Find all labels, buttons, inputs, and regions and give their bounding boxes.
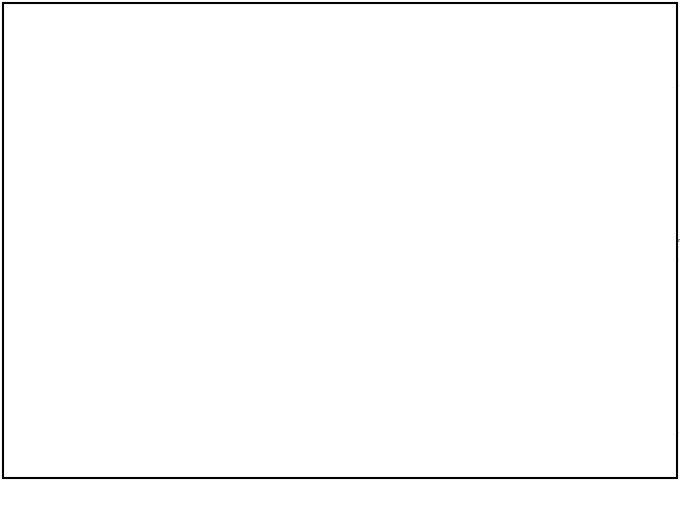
Text: Change
in inputs: Change in inputs [559,221,582,232]
Text: We developed a theoretical framework for
separating inputs and outputs, and appl: We developed a theoretical framework for… [22,286,275,408]
Text: $\tau_{l,0}$: $\tau_{l,0}$ [363,204,376,212]
Text: Live Pool Changes: Live Pool Changes [349,85,431,94]
Text: What processes most strongly govern terrestrial carbon
cycle feedbacks in Earth : What processes most strongly govern terr… [42,22,638,66]
Text: Better understand what processes
control terrestrial carbon cycle
feedbacks by s: Better understand what processes control… [22,124,218,205]
Text: Initial
soil
& litter
turnover
time: Initial soil & litter turnover time [519,221,542,249]
Text: C. D. Koven, J. O. Chambers, K. Georgiou, R. Knox, R. I. Negron-Juarez, W. J. Ri: C. D. Koven, J. O. Chambers, K. Georgiou… [154,440,628,474]
Text: Department of Energy  •  Office of Science  •  Biological and Environmental Rese: Department of Energy • Office of Science… [163,493,666,503]
FancyBboxPatch shape [84,434,596,476]
Text: Change
in NPP: Change in NPP [400,221,420,232]
Text: $\frac{\Delta f_{npp}}{f_{npp,0}}$: $\frac{\Delta f_{npp}}{f_{npp,0}}$ [403,204,417,221]
Text: Objective:: Objective: [22,101,93,114]
Text: Initial
NPP: Initial NPP [322,221,337,232]
Text: $\frac{\Delta\tau_d}{\tau_{d,0}}$: $\frac{\Delta\tau_d}{\tau_{d,0}}$ [605,204,617,218]
Text: $\frac{\Delta\tau_l}{\tau_{l,0}}$: $\frac{\Delta\tau_l}{\tau_{l,0}}$ [445,204,455,218]
Text: $\Delta\tau_d'$: $\Delta\tau_d'$ [644,204,658,216]
Y-axis label: Live C Change (Pg C): Live C Change (Pg C) [272,101,281,196]
Text: 1   BER Climate Research: 1 BER Climate Research [20,493,168,503]
Text: Dead Pool Changes: Dead Pool Changes [527,85,614,94]
Text: Initial
inputs: Initial inputs [482,221,498,232]
Text: $\tau_{d,0}$: $\tau_{d,0}$ [523,204,538,212]
Text: Reference:: Reference: [95,440,146,449]
Text: Impact:: Impact: [286,270,339,284]
Text: $f_{l\rightarrow d,0}$: $f_{l\rightarrow d,0}$ [480,204,500,214]
Text: Change
in soil
& litter
turnover
time: Change in soil & litter turnover time [600,221,622,249]
Text: Change in
turnover
time as
turnover corrected for
time  false priming: Change in turnover time as turnover corr… [622,221,680,249]
Text: Change
in veg
turnover
time: Change in veg turnover time [439,221,462,243]
Text: Fully-Coupled: Fully-Coupled [320,101,381,110]
Text: Research:: Research: [22,270,92,284]
Text: $f_{npp,0}$: $f_{npp,0}$ [320,204,339,215]
Text: $\frac{\Delta f_{l\rightarrow d}}{f_{l\rightarrow d,0}}$: $\frac{\Delta f_{l\rightarrow d}}{f_{l\r… [563,204,578,219]
Text: Initial
vegetation
turnover
time: Initial vegetation turnover time [356,221,384,243]
Text: This research identified the key carbon cycle
processes governing model uncertai: This research identified the key carbon … [286,286,530,408]
